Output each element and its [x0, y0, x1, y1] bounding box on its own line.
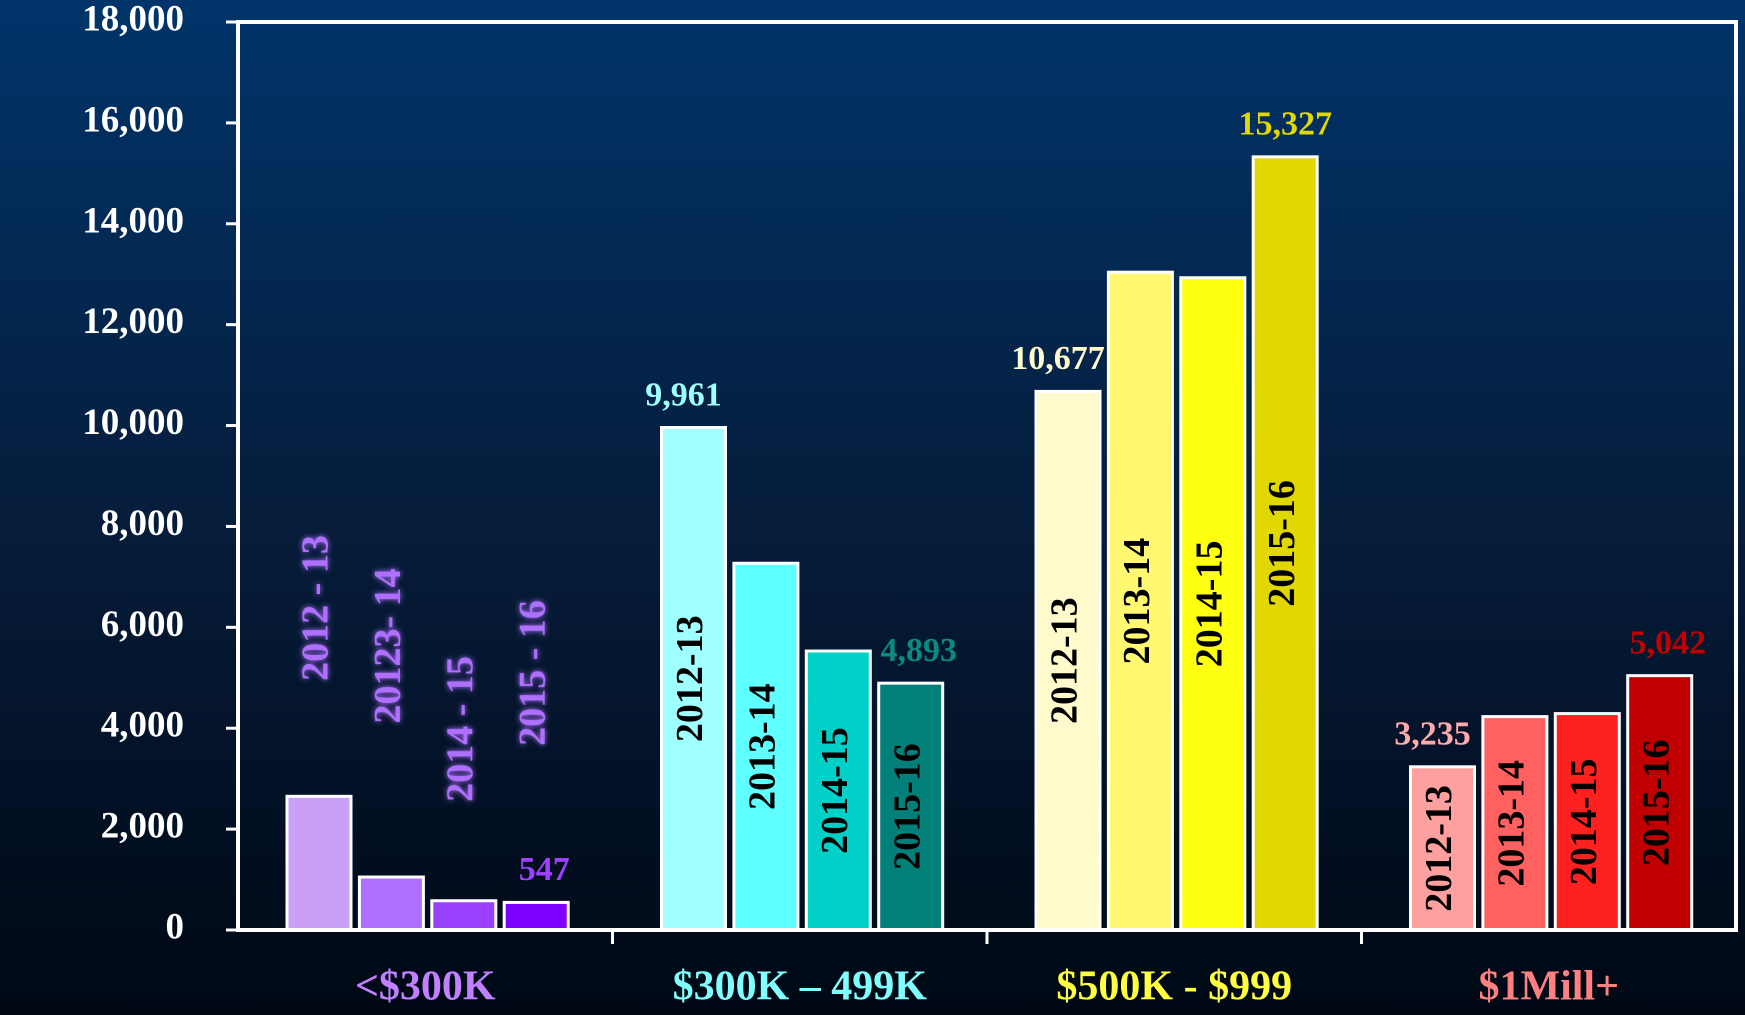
- bar: [1106, 270, 1174, 932]
- bar: [732, 561, 800, 932]
- y-tick-label: 8,000: [101, 503, 184, 544]
- bar-label: 2014-15: [814, 727, 856, 854]
- bar: [502, 900, 570, 932]
- bar-label: 2012-13: [669, 615, 711, 742]
- bar-label: 2015-16: [1635, 740, 1677, 867]
- bar: [285, 794, 353, 932]
- y-tick-label: 18,000: [82, 0, 184, 39]
- bar: [1251, 155, 1319, 932]
- bar-label: 2014-15: [1189, 541, 1231, 668]
- y-tick-label: 0: [166, 906, 185, 947]
- bar-label: 2015-16: [1261, 480, 1303, 607]
- bar: [1481, 715, 1549, 932]
- y-tick-label: 10,000: [82, 402, 184, 443]
- bar: [804, 649, 872, 932]
- bar-label: 2012-13: [1044, 597, 1086, 724]
- y-tick-label: 14,000: [82, 200, 184, 241]
- value-label: 3,235: [1394, 716, 1471, 753]
- value-label: 5,042: [1629, 624, 1706, 661]
- bar-label: 2012-13: [1418, 785, 1460, 912]
- y-tick-label: 2,000: [101, 806, 184, 847]
- value-label: 547: [519, 851, 570, 888]
- bar: [660, 426, 727, 932]
- value-label: 4,893: [880, 632, 957, 669]
- bar-label: 2015 - 16: [512, 600, 554, 746]
- value-label: 9,961: [645, 376, 722, 413]
- bar-label: 2015-16: [886, 743, 928, 870]
- bar: [1626, 674, 1694, 932]
- y-tick-label: 16,000: [82, 99, 184, 140]
- value-label: 10,677: [1011, 340, 1105, 377]
- bar-label: 2013-14: [742, 683, 784, 810]
- bar: [357, 875, 425, 932]
- x-tick-label: <$300K: [355, 964, 496, 1010]
- bar-label: 2013-14: [1491, 760, 1533, 887]
- x-tick-label: $1Mill+: [1478, 964, 1619, 1010]
- bar-label: 2012 - 13: [295, 535, 337, 681]
- x-tick-label: $500K - $999: [1056, 964, 1292, 1010]
- bar-label: 2013-14: [1116, 538, 1158, 665]
- bar-label: 2014-15: [1563, 758, 1605, 885]
- y-tick-label: 4,000: [101, 705, 184, 746]
- value-label: 15,327: [1238, 106, 1332, 143]
- y-tick-label: 6,000: [101, 604, 184, 645]
- y-tick-label: 12,000: [82, 301, 184, 342]
- bar-label: 20123- 14: [367, 568, 409, 723]
- bar: [877, 681, 945, 932]
- bar-label: 2014 - 15: [440, 656, 482, 802]
- x-tick-label: $300K – 499K: [673, 964, 928, 1010]
- bar: [430, 899, 498, 932]
